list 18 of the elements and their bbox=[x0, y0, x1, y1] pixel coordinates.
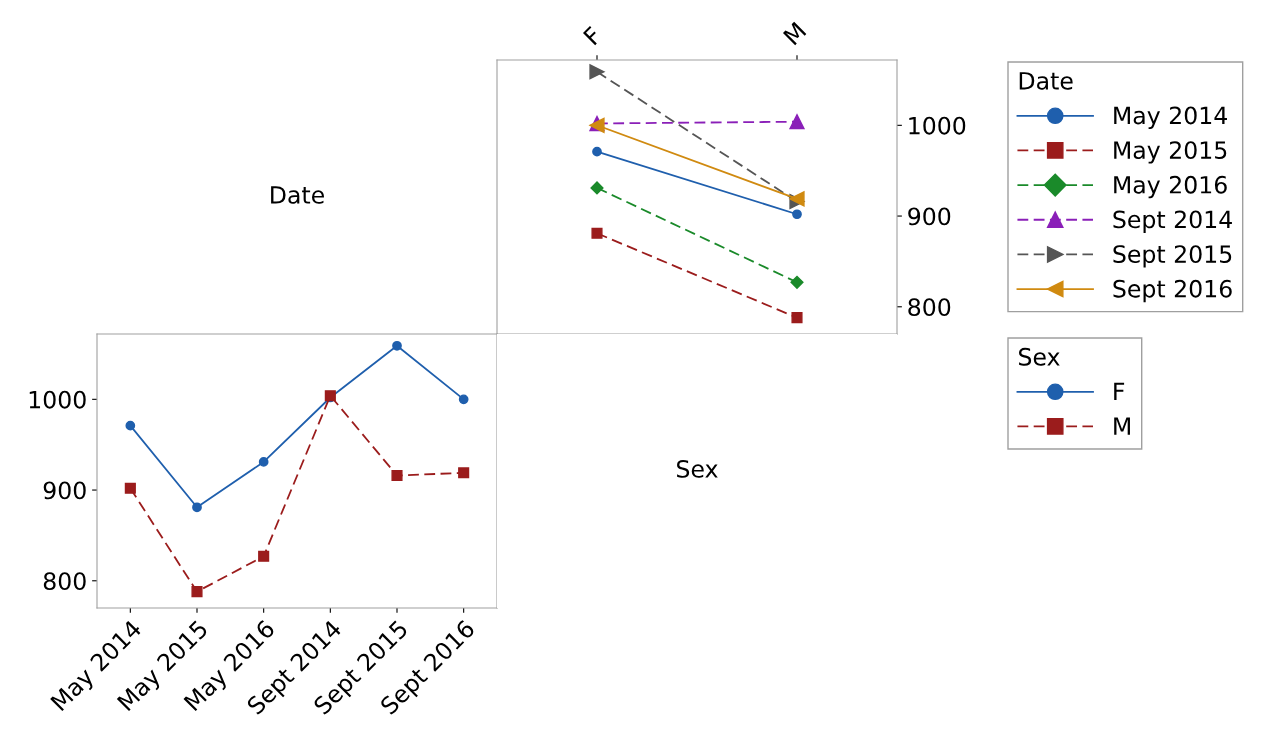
legend-label: M bbox=[1114, 417, 1130, 435]
text: Sex bbox=[677, 459, 718, 478]
legend-title: Date bbox=[1019, 72, 1073, 90]
y-tick-label: 800 bbox=[908, 298, 951, 317]
y-tick-label: 800 bbox=[43, 572, 86, 591]
y-tick-label: 900 bbox=[43, 481, 86, 500]
y-tick-label: 1000 bbox=[909, 116, 966, 135]
legend-label: May 2015 bbox=[1114, 141, 1227, 164]
legend-label: May 2014 bbox=[1114, 106, 1227, 129]
legend-label: Sept 2016 bbox=[1113, 279, 1232, 303]
y-tick-label: 900 bbox=[908, 207, 951, 226]
legend-label: F bbox=[1114, 382, 1125, 401]
y-tick-label: 1000 bbox=[29, 390, 86, 409]
legend-label: May 2016 bbox=[1114, 175, 1227, 199]
text: Date bbox=[271, 186, 324, 204]
legend-label: Sept 2015 bbox=[1113, 245, 1232, 268]
legend-label: Sept 2014 bbox=[1113, 210, 1232, 233]
legend-title: Sex bbox=[1019, 347, 1060, 366]
